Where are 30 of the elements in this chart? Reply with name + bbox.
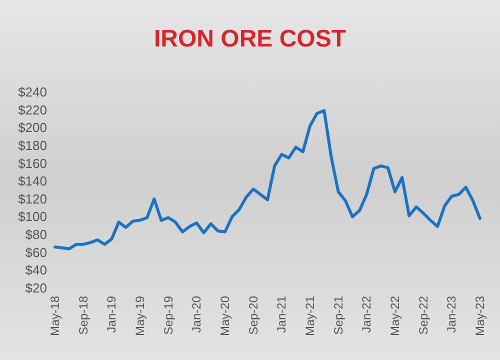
x-tick-label: May-23 — [473, 296, 487, 336]
x-tick-label: Jan-20 — [190, 296, 204, 333]
x-tick-label: Sep-19 — [161, 296, 176, 335]
x-tick-label: Sep-20 — [246, 296, 260, 335]
x-tick-label: Sep-21 — [331, 296, 346, 335]
x-tick-label: May-21 — [303, 296, 317, 336]
x-tick-label: Sep-18 — [76, 296, 90, 335]
y-tick-label: $80 — [25, 227, 47, 242]
x-tick-label: May-20 — [218, 296, 232, 336]
x-tick-label: May-18 — [48, 296, 62, 336]
line-series — [54, 109, 482, 250]
y-tick-label: $140 — [18, 174, 47, 189]
y-tick-label: $180 — [18, 138, 47, 153]
y-tick-label: $220 — [18, 102, 47, 118]
x-tick-label: Jan-23 — [444, 296, 459, 333]
x-tick-label: Sep-22 — [416, 296, 430, 335]
y-tick-label: $20 — [25, 280, 47, 296]
x-tick-label: May-22 — [388, 296, 402, 336]
y-tick-label: $240 — [18, 84, 47, 100]
x-tick-label: Jan-22 — [360, 296, 374, 333]
x-tick-label: May-19 — [133, 296, 147, 336]
x-tick-label: Jan-21 — [274, 296, 289, 333]
y-tick-label: $120 — [18, 191, 47, 206]
y-tick-label: $60 — [25, 244, 47, 260]
y-tick-label: $200 — [18, 120, 47, 136]
y-tick-label: $160 — [18, 156, 47, 171]
y-tick-label: $40 — [25, 262, 47, 278]
x-tick-label: Jan-19 — [104, 296, 119, 333]
y-tick-label: $100 — [18, 209, 47, 224]
chart-title: IRON ORE COST — [154, 26, 346, 52]
